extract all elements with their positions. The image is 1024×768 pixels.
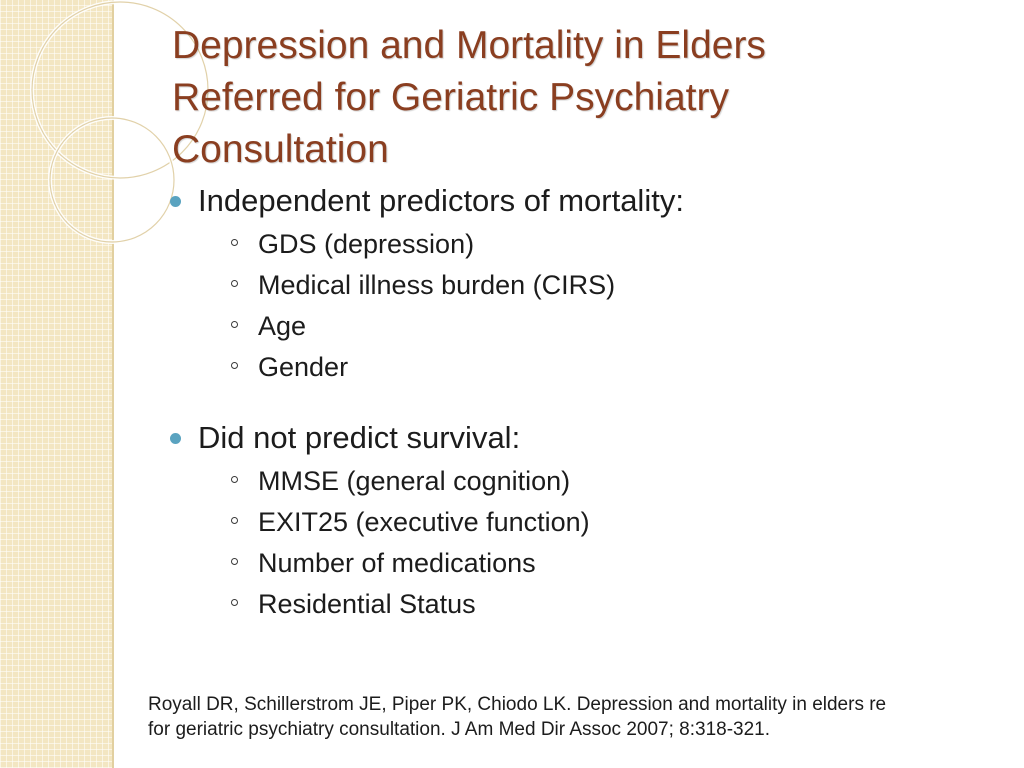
- sub-bullet-text: Gender: [258, 352, 349, 382]
- sub-bullet-text: Residential Status: [258, 589, 476, 619]
- sub-bullet-item: EXIT25 (executive function): [198, 502, 1008, 543]
- title-line: Depression and Mortality in Elders: [172, 24, 766, 67]
- sub-bullet-item: Number of medications: [198, 543, 1008, 584]
- sub-bullet-item: Age: [198, 306, 1008, 347]
- decorative-circles: [30, 0, 210, 244]
- sub-bullet-item: Residential Status: [198, 584, 1008, 625]
- sub-bullet-text: Medical illness burden (CIRS): [258, 270, 616, 300]
- citation-line: for geriatric psychiatry consultation. J…: [148, 719, 771, 740]
- slide-title: Depression and Mortality in Elders Refer…: [172, 20, 992, 176]
- group-spacer: [168, 388, 1008, 417]
- citation-reference: Royall DR, Schillerstrom JE, Piper PK, C…: [148, 692, 1024, 742]
- sub-bullet-item: Medical illness burden (CIRS): [198, 265, 1008, 306]
- sub-bullet-item: MMSE (general cognition): [198, 461, 1008, 502]
- decorative-side-strip: [0, 0, 112, 768]
- ring-bullet-icon: [231, 362, 238, 369]
- title-line: Consultation: [172, 128, 389, 171]
- bullet-dot-icon: [170, 433, 181, 444]
- sub-bullet-text: GDS (depression): [258, 229, 475, 259]
- ring-bullet-icon: [231, 476, 238, 483]
- bullet-group-predictors: Independent predictors of mortality: GDS…: [168, 180, 1008, 388]
- ring-bullet-icon: [231, 239, 238, 246]
- bullet-heading: Independent predictors of mortality:: [198, 183, 684, 218]
- sub-bullet-text: Age: [258, 311, 307, 341]
- sub-bullet-list: MMSE (general cognition) EXIT25 (executi…: [198, 461, 1008, 625]
- bullet-list: Independent predictors of mortality: GDS…: [168, 180, 1008, 625]
- side-strip-edge: [112, 0, 114, 768]
- ring-bullet-icon: [231, 280, 238, 287]
- sub-bullet-text: Number of medications: [258, 548, 536, 578]
- bullet-heading: Did not predict survival:: [198, 420, 521, 455]
- ring-bullet-icon: [231, 517, 238, 524]
- title-line: Referred for Geriatric Psychiatry: [172, 76, 729, 119]
- ring-bullet-icon: [231, 321, 238, 328]
- ring-bullet-icon: [231, 558, 238, 565]
- bullet-dot-icon: [170, 196, 181, 207]
- sub-bullet-text: EXIT25 (executive function): [258, 507, 590, 537]
- sub-bullet-item: GDS (depression): [198, 224, 1008, 265]
- sub-bullet-text: MMSE (general cognition): [258, 466, 571, 496]
- slide-content: Independent predictors of mortality: GDS…: [168, 180, 1008, 625]
- bullet-group-non-predictors: Did not predict survival: MMSE (general …: [168, 417, 1008, 625]
- ring-bullet-icon: [231, 599, 238, 606]
- sub-bullet-item: Gender: [198, 347, 1008, 388]
- sub-bullet-list: GDS (depression) Medical illness burden …: [198, 224, 1008, 388]
- citation-line: Royall DR, Schillerstrom JE, Piper PK, C…: [148, 694, 887, 715]
